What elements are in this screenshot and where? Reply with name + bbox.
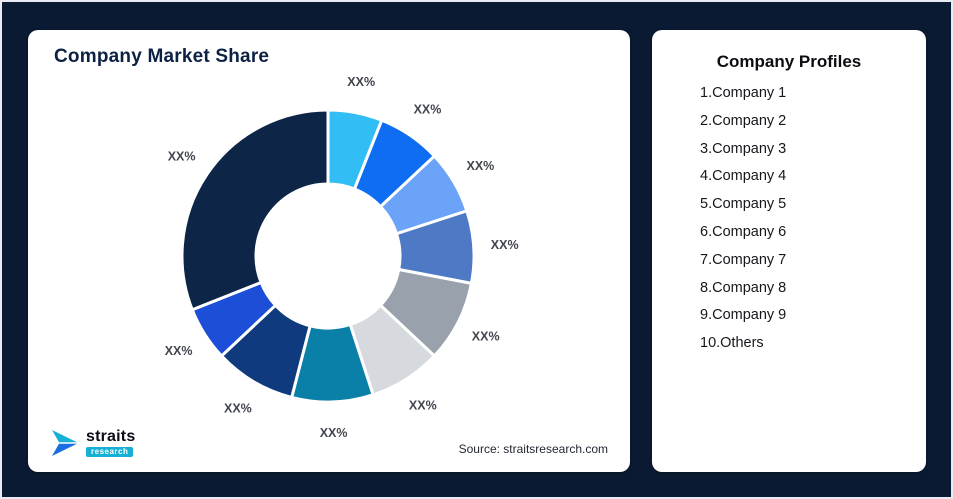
segment-percvalue-label: XX%: [224, 401, 252, 415]
profile-list-item: 8.Company 8: [700, 279, 787, 296]
source-attribution: Source: straitsresearch.com: [458, 442, 608, 456]
segment-percvalue-label: XX%: [347, 75, 375, 89]
segment-percvalue-label: XX%: [467, 159, 495, 173]
segment-percvalue-label: XX%: [409, 398, 437, 412]
segment-percvalue-label: XX%: [491, 238, 519, 252]
profile-list-item: 10.Others: [700, 335, 764, 352]
segment-percvalue-label: XX%: [414, 103, 442, 117]
straits-research-logo: straits research: [50, 428, 135, 458]
profile-list-item: 7.Company 7: [700, 251, 787, 268]
company-profiles-card: Company Profiles 1.Company 1 2.Company 2 3…: [652, 30, 926, 472]
profile-list-item: 4.Company 4: [700, 168, 787, 185]
market-share-card: Company Market Share XX% XX% XX% XX% XX% XX% X…: [28, 30, 630, 472]
segment-percvalue-label: XX%: [168, 150, 196, 164]
profile-list-item: 3.Company 3: [700, 140, 787, 157]
logo-text: straits research: [86, 429, 135, 457]
profile-list-item: 6.Company 6: [700, 223, 787, 240]
profile-list-item: 2.Company 2: [700, 112, 787, 129]
chart-title: Company Market Share: [54, 46, 270, 67]
segment-percvalue-label: XX%: [320, 426, 348, 440]
profile-list-item: 9.Company 9: [700, 307, 787, 324]
profile-list: 1.Company 1 2.Company 2 3.Company 3 4.Compa…: [652, 80, 926, 358]
profiles-title: Company Profiles: [716, 52, 862, 71]
segment-percvalue-label: XX%: [472, 329, 500, 343]
segment-percvalue-label: XX%: [165, 344, 193, 358]
profile-list-item: 5.Company 5: [700, 196, 787, 213]
profile-list-item: 1.Company 1: [700, 85, 787, 101]
donut-chart: XX% XX% XX% XX% XX% XX% XX% XX% XX% XX%: [165, 75, 519, 440]
logo-subtitle: research: [86, 447, 134, 457]
donut-segment-others: [180, 108, 330, 312]
straits-logo-icon: [52, 430, 77, 456]
logo-name: straits: [86, 428, 136, 445]
